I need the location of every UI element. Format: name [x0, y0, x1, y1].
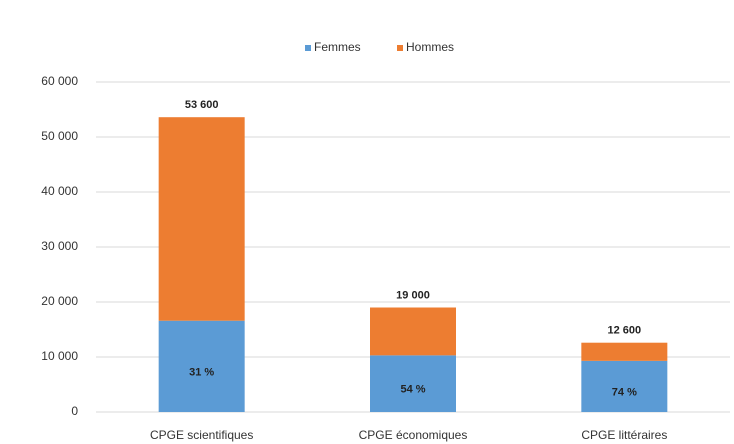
y-tick-label: 60 000	[41, 74, 78, 88]
y-tick-label: 50 000	[41, 129, 78, 143]
total-label: 19 000	[396, 289, 430, 301]
legend-label: Hommes	[406, 40, 454, 54]
bar-segment	[370, 307, 456, 356]
share-label: 31 %	[189, 366, 214, 378]
legend-label: Femmes	[314, 40, 361, 54]
y-tick-label: 40 000	[41, 184, 78, 198]
bar-segment	[158, 320, 245, 412]
share-label: 74 %	[612, 386, 637, 398]
share-label: 54 %	[400, 384, 425, 396]
y-tick-label: 10 000	[41, 349, 78, 363]
total-label: 53 600	[185, 99, 219, 111]
x-tick-label: CPGE scientifiques	[150, 428, 253, 442]
bar-segment	[581, 360, 668, 412]
y-tick-label: 20 000	[41, 294, 78, 308]
y-tick-label: 0	[71, 404, 78, 418]
bar-segment	[581, 342, 668, 361]
bar-segment	[370, 355, 456, 412]
total-label: 12 600	[608, 325, 642, 337]
y-tick-label: 30 000	[41, 239, 78, 253]
x-tick-label: CPGE littéraires	[581, 428, 667, 442]
x-tick-label: CPGE économiques	[359, 428, 468, 442]
legend-swatch	[397, 45, 403, 51]
bar-segment	[158, 117, 245, 321]
legend-swatch	[305, 45, 311, 51]
